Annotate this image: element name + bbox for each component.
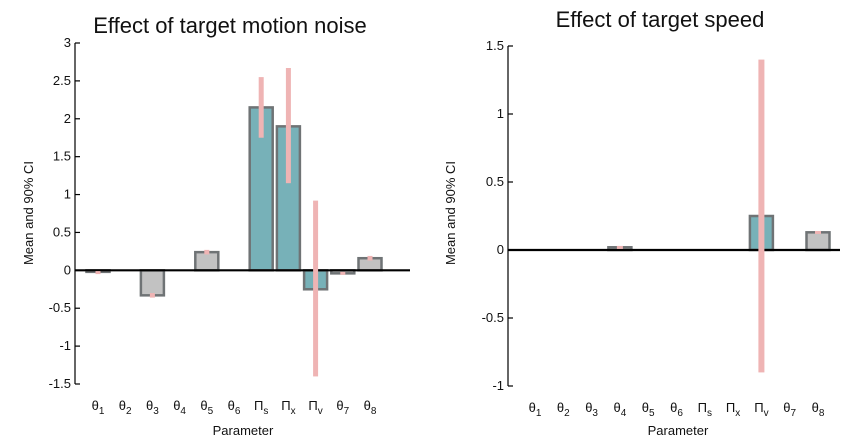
confidence-interval — [313, 200, 319, 377]
y-tick-label: -0.5 — [49, 300, 71, 315]
x-tick-label: Πv — [754, 400, 768, 419]
y-tick-label: -1.5 — [49, 376, 71, 391]
x-tick-label: θ4 — [173, 398, 186, 417]
bar — [805, 231, 831, 252]
x-tick-label: θ3 — [585, 400, 598, 419]
y-tick-label: 1 — [497, 106, 504, 121]
confidence-interval — [149, 293, 155, 298]
y-tick-label: -1 — [59, 338, 71, 353]
x-tick-label: θ1 — [529, 400, 542, 419]
confidence-interval — [285, 68, 291, 184]
confidence-interval — [616, 245, 623, 249]
x-tick-label: Πs — [254, 398, 268, 417]
y-tick-label: 0 — [497, 242, 504, 257]
x-tick-label: θ5 — [200, 398, 213, 417]
x-tick-label: θ2 — [119, 398, 132, 417]
confidence-interval — [758, 59, 765, 373]
bar — [139, 269, 166, 297]
x-tick-label: θ8 — [364, 398, 377, 417]
y-tick-label: -1 — [492, 378, 504, 393]
y-tick-label: 1.5 — [53, 149, 71, 164]
x-tick-label: θ4 — [614, 400, 627, 419]
x-tick-label: θ5 — [642, 400, 655, 419]
bar — [194, 250, 220, 272]
confidence-interval — [340, 271, 346, 275]
y-tick-label: 2.5 — [53, 73, 71, 88]
chart-title: Effect of target motion noise — [93, 13, 367, 38]
x-tick-label: θ3 — [146, 398, 159, 417]
x-axis-label: Parameter — [648, 423, 709, 438]
x-tick-label: θ6 — [670, 400, 683, 419]
chart-panel-target-motion-noise: Effect of target motion noise Mean and 9… — [21, 13, 410, 438]
confidence-interval — [95, 271, 101, 275]
confidence-interval — [204, 249, 210, 255]
x-tick-label: θ7 — [336, 398, 349, 417]
y-tick-label: -0.5 — [482, 310, 504, 325]
x-tick-label: θ8 — [812, 400, 825, 419]
x-tick-label: Πs — [698, 400, 712, 419]
chart-panel-target-speed: Effect of target speed Mean and 90% CI P… — [443, 7, 840, 438]
y-tick-label: 0.5 — [486, 174, 504, 189]
confidence-interval — [258, 77, 264, 138]
y-axis-label: Mean and 90% CI — [443, 161, 458, 265]
chart-title: Effect of target speed — [556, 7, 765, 32]
y-tick-label: 1 — [64, 187, 71, 202]
x-tick-label: θ6 — [228, 398, 241, 417]
x-tick-label: θ2 — [557, 400, 570, 419]
x-tick-label: θ1 — [92, 398, 105, 417]
x-tick-label: Πx — [281, 398, 295, 417]
x-tick-label: Πx — [726, 400, 740, 419]
y-tick-label: 1.5 — [486, 38, 504, 53]
y-axis-label: Mean and 90% CI — [21, 161, 36, 265]
x-tick-label: Πv — [308, 398, 322, 417]
x-tick-label: θ7 — [783, 400, 796, 419]
x-axis-label: Parameter — [213, 423, 274, 438]
y-tick-label: 2 — [64, 111, 71, 126]
confidence-interval — [367, 255, 373, 261]
confidence-interval — [815, 230, 821, 234]
y-tick-label: 0 — [64, 262, 71, 277]
y-tick-label: 0.5 — [53, 224, 71, 239]
y-tick-label: 3 — [64, 35, 71, 50]
